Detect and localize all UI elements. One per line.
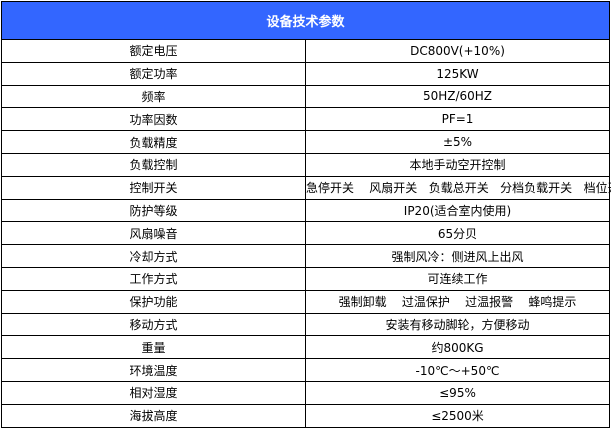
spec-label: 移动方式 [1,312,306,337]
spec-value: ±5% [305,130,610,154]
spec-label: 重量 [1,335,306,360]
spec-value: 65分贝 [305,221,610,246]
table-row: 重量 约800KG [1,335,610,360]
table-row: 保护功能 强制卸载 过温保护 过温报警 蜂鸣提示 [1,289,610,314]
spec-value: 安装有移动脚轮，方便移动 [305,312,610,337]
table-row: 负载精度 ±5% [1,130,610,154]
table-row: 风扇噪音 65分贝 [1,221,610,246]
spec-label: 海拔高度 [1,403,306,428]
spec-label: 负载控制 [1,152,306,177]
spec-label: 功率因数 [1,107,306,132]
table-row: 工作方式 可连续工作 [1,266,610,291]
specs-table: 设备技术参数 额定电压 DC800V(+10%) 额定功率 125KW 频率 50HZ/6… [1,1,611,428]
spec-label: 相对湿度 [1,380,306,405]
spec-label: 工作方式 [1,266,306,291]
spec-label: 控制开关 [1,175,306,200]
table-row: 冷却方式 强制风冷：侧进风上出风 [1,244,610,268]
spec-value: PF=1 [305,107,610,132]
spec-label: 频率 [1,84,306,109]
spec-label: 额定电压 [1,39,306,63]
spec-value: ≤95% [305,380,610,405]
spec-value: 50HZ/60HZ [305,84,610,109]
table-row: 海拔高度 ≤2500米 [1,403,610,428]
spec-value: DC800V(+10%) [305,39,610,63]
table-row: 环境温度 -10℃～+50℃ [1,358,610,382]
table-row: 移动方式 安装有移动脚轮，方便移动 [1,312,610,337]
spec-value: IP20(适合室内使用) [305,198,610,223]
spec-label: 环境温度 [1,358,306,382]
table-row: 额定电压 DC800V(+10%) [1,39,610,63]
table-row: 控制开关 急停开关 风扇开关 负载总开关 分档负载开关 档位开关 [1,175,611,200]
spec-value: ≤2500米 [305,403,610,428]
spec-label: 风扇噪音 [1,221,306,246]
table-row: 相对湿度 ≤95% [1,380,610,405]
table-row: 功率因数 PF=1 [1,107,610,132]
spec-value: 急停开关 风扇开关 负载总开关 分档负载开关 档位开关 [305,175,611,200]
table-title: 设备技术参数 [1,1,610,40]
spec-label: 保护功能 [1,289,306,314]
spec-label: 额定功率 [1,61,306,86]
spec-value: 强制风冷：侧进风上出风 [305,244,610,268]
spec-value: 约800KG [305,335,610,360]
table-row: 额定功率 125KW [1,61,610,86]
table-row: 负载控制 本地手动空开控制 [1,152,610,177]
spec-value: 可连续工作 [305,266,610,291]
spec-label: 冷却方式 [1,244,306,268]
table-row: 频率 50HZ/60HZ [1,84,610,109]
spec-value: 本地手动空开控制 [305,152,610,177]
spec-label: 负载精度 [1,130,306,154]
spec-value: 125KW [305,61,610,86]
spec-value: -10℃～+50℃ [305,358,610,382]
table-row: 防护等级 IP20(适合室内使用) [1,198,610,223]
spec-value: 强制卸载 过温保护 过温报警 蜂鸣提示 [305,289,610,314]
spec-label: 防护等级 [1,198,306,223]
